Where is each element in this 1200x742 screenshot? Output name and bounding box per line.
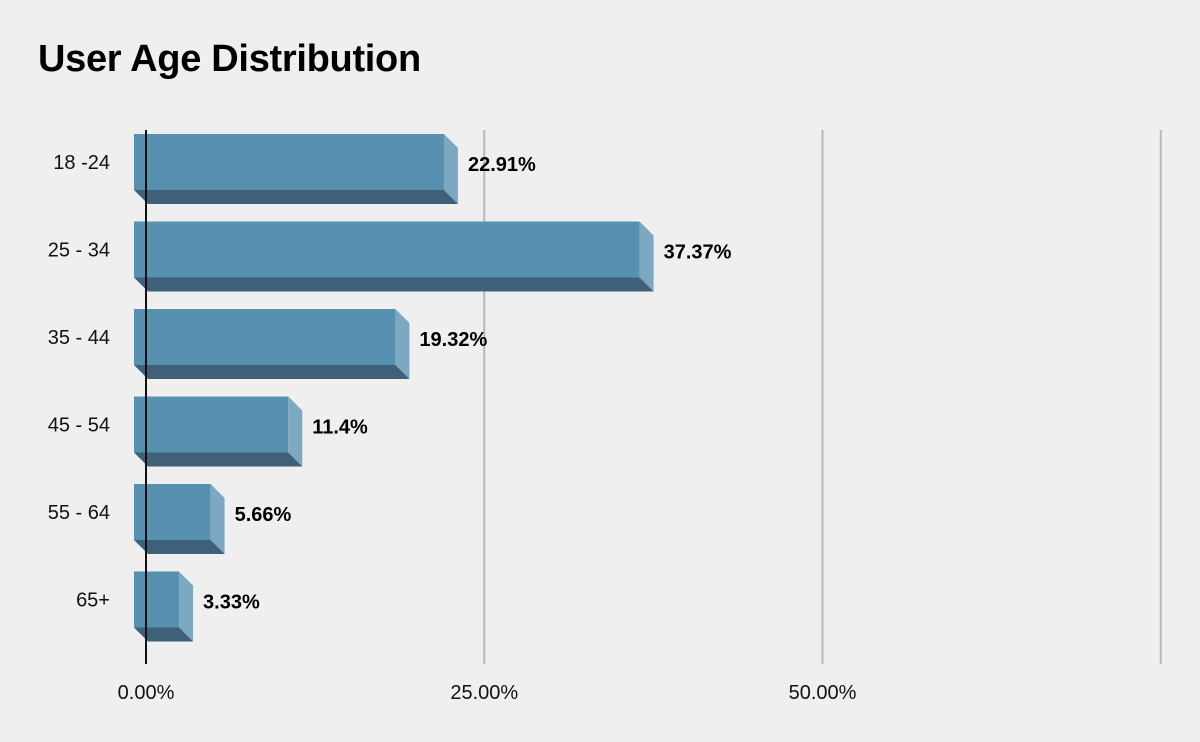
bar-bottom: [134, 540, 225, 554]
bar-bottom: [134, 277, 654, 292]
category-label: 35 - 44: [48, 327, 110, 349]
bar-front: [134, 396, 289, 453]
bar-side: [639, 221, 654, 292]
bars: [134, 134, 654, 642]
labels: 0.00% 25.00% 50.00% 22.91% 18 -24 37.37% 25 - …: [48, 152, 857, 704]
bar: [134, 571, 194, 642]
x-tick-label: 50.00%: [789, 682, 857, 704]
bar: [134, 309, 410, 379]
data-label: 11.4%: [312, 417, 368, 439]
bar: [134, 134, 458, 204]
data-label: 3.33%: [203, 592, 260, 614]
bar-front: [134, 309, 396, 365]
bar-side: [210, 484, 225, 554]
category-label: 65+: [76, 590, 110, 612]
bar-bottom: [134, 627, 194, 642]
bar-bottom: [134, 452, 303, 467]
chart-title: User Age Distribution: [38, 38, 421, 80]
bar-bottom: [134, 190, 458, 204]
gridlines: [483, 130, 1162, 664]
category-label: 55 - 64: [48, 502, 110, 524]
bar-front: [134, 571, 180, 628]
data-label: 5.66%: [235, 504, 292, 526]
bar-side: [443, 134, 458, 204]
bar-side: [395, 309, 410, 379]
category-label: 18 -24: [53, 152, 110, 174]
bar-front: [134, 221, 640, 278]
bar: [134, 484, 225, 554]
category-label: 45 - 54: [48, 415, 110, 437]
data-label: 37.37%: [664, 242, 732, 264]
data-label: 19.32%: [419, 329, 487, 351]
category-label: 25 - 34: [48, 240, 110, 262]
bar-bottom: [134, 365, 410, 379]
x-tick-label: 25.00%: [450, 682, 518, 704]
bar-side: [288, 396, 303, 467]
x-tick-label: 0.00%: [118, 682, 175, 704]
bar-side: [179, 571, 194, 642]
bar: [134, 396, 303, 467]
bar-front: [134, 134, 444, 190]
data-label: 22.91%: [468, 154, 536, 176]
bar: [134, 221, 654, 292]
